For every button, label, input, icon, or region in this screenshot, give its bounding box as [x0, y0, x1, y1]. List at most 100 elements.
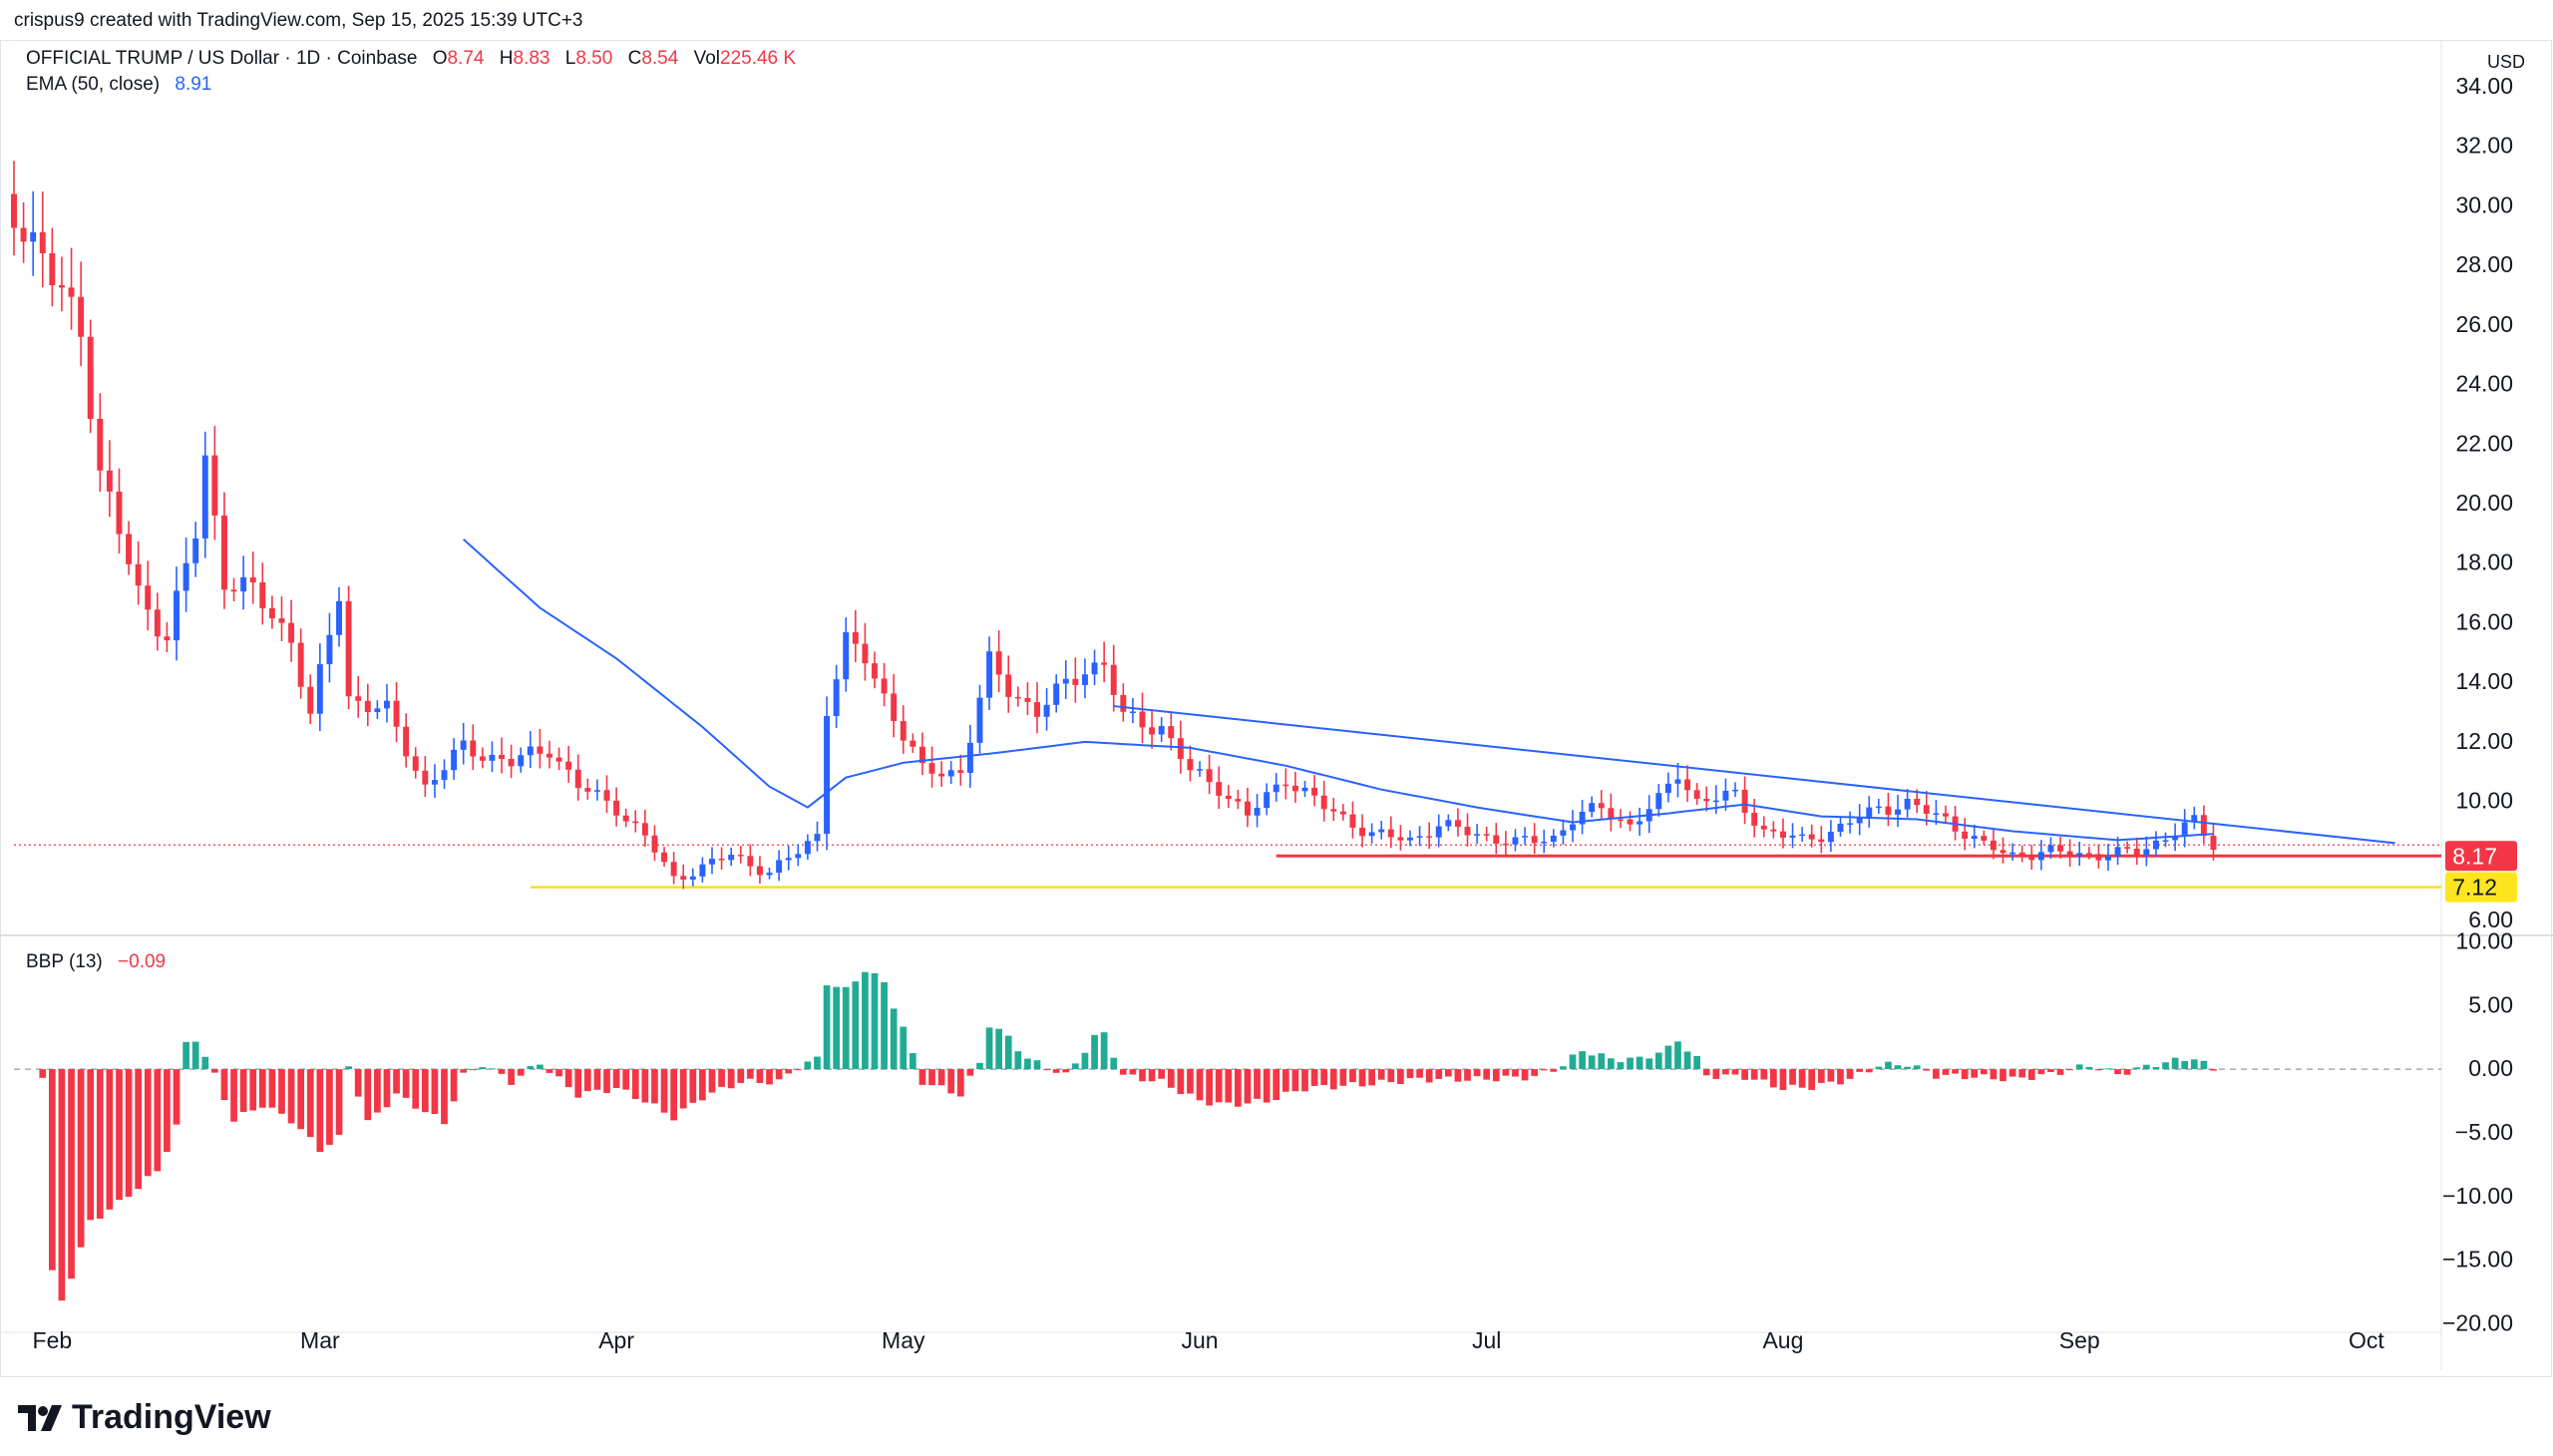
bbp-bar — [326, 1069, 333, 1145]
bbp-bar — [258, 1069, 266, 1108]
bbp-bar — [1521, 1069, 1529, 1081]
bbp-bar — [374, 1069, 381, 1113]
candle-body — [1282, 784, 1289, 787]
candle-body — [1387, 829, 1394, 838]
bbp-bar — [1377, 1069, 1385, 1080]
candle-body — [1235, 799, 1242, 802]
candle-body — [403, 726, 410, 757]
bbp-bar — [1980, 1069, 1988, 1075]
candle-body — [460, 740, 467, 750]
candle-body — [661, 852, 668, 863]
candle-body — [1971, 836, 1978, 840]
bbp-bar — [527, 1066, 535, 1070]
candle-body — [1149, 727, 1156, 735]
bbp-bar — [278, 1069, 285, 1114]
candle-body — [364, 700, 371, 713]
bbp-label[interactable]: BBP (13) — [26, 951, 103, 972]
candle-body — [1531, 836, 1538, 844]
price-badge — [2445, 872, 2517, 903]
candle-body — [891, 693, 898, 721]
price-badge-label: 7.12 — [2452, 875, 2497, 901]
candle-body — [565, 761, 572, 770]
bbp-bar — [48, 1069, 56, 1271]
bbp-bar — [412, 1069, 420, 1109]
brand-name: TradingView — [72, 1398, 271, 1436]
bbp-bar — [469, 1069, 477, 1071]
bbp-bar — [947, 1069, 955, 1094]
candle-body — [641, 823, 648, 836]
bbp-bar — [881, 981, 888, 1070]
bbp-bar — [402, 1069, 410, 1098]
candle-body — [1158, 726, 1165, 735]
bbp-tick-label: 5.00 — [2468, 991, 2513, 1017]
symbol-title[interactable]: OFFICIAL TRUMP / US Dollar · 1D · Coinba… — [26, 48, 418, 69]
candle-body — [489, 754, 496, 761]
currency-label[interactable]: USD — [2486, 52, 2525, 72]
candle-body — [2085, 853, 2092, 855]
main-pane[interactable] — [11, 161, 2441, 890]
bbp-bar — [852, 981, 860, 1070]
bbp-bar — [498, 1069, 506, 1074]
bbp-pane[interactable] — [14, 971, 2441, 1301]
candle-body — [680, 876, 687, 880]
candle-body — [1493, 835, 1500, 844]
bbp-bar — [306, 1069, 314, 1138]
candle-body — [1014, 696, 1021, 699]
candle-body — [613, 800, 620, 816]
volume-value: 225.46 K — [720, 48, 797, 69]
bbp-bar — [489, 1068, 496, 1070]
candle-body — [928, 763, 935, 774]
bbp-bar — [985, 1027, 993, 1070]
candle-body — [1081, 674, 1088, 685]
candle-body — [259, 581, 266, 608]
candle-body — [1168, 726, 1175, 739]
candle-body — [1981, 836, 1988, 841]
bbp-bar — [2047, 1069, 2054, 1072]
candle-body — [555, 757, 562, 762]
candle-body — [2105, 856, 2111, 861]
bbp-tick-label: −5.00 — [2455, 1119, 2513, 1145]
bbp-bar — [1043, 1069, 1050, 1071]
bbp-bar — [96, 1069, 104, 1219]
bbp-bar — [1281, 1069, 1289, 1092]
tradingview-logo[interactable]: TradingView — [16, 1398, 271, 1437]
candle-body — [872, 663, 878, 679]
price-tick-label: 14.00 — [2455, 668, 2513, 694]
candle-body — [1502, 843, 1509, 846]
bbp-bar — [479, 1067, 487, 1070]
bbp-bar — [1856, 1069, 1864, 1072]
bbp-bar — [2000, 1069, 2006, 1082]
bbp-bar — [1072, 1063, 1079, 1070]
candle-body — [986, 651, 993, 698]
candle-body — [910, 740, 916, 747]
candle-body — [1608, 808, 1615, 820]
bbp-bar — [1310, 1069, 1318, 1086]
bbp-bar — [862, 971, 869, 1070]
bbp-bar — [2152, 1067, 2160, 1070]
bbp-bar — [2142, 1064, 2150, 1070]
candle-body — [862, 643, 869, 664]
candle-body — [918, 746, 925, 764]
ema-label[interactable]: EMA (50, close) — [26, 74, 161, 95]
candle-body — [785, 858, 792, 861]
candle-body — [201, 455, 208, 539]
bbp-bar — [1913, 1065, 1921, 1070]
bbp-bar — [1837, 1069, 1844, 1085]
candle-body — [1693, 790, 1700, 799]
bbp-bar — [1760, 1069, 1768, 1080]
month-tick-label: May — [882, 1327, 925, 1353]
candle-body — [87, 336, 94, 419]
candle-body — [1483, 834, 1490, 836]
candle-body — [1244, 801, 1251, 816]
bbp-bar — [68, 1069, 75, 1279]
candle-body — [1072, 678, 1079, 685]
bbp-bar — [641, 1069, 649, 1103]
bbp-bar — [603, 1069, 610, 1093]
candle-body — [268, 607, 275, 619]
bbp-bar — [1990, 1069, 1998, 1080]
candle-body — [1789, 835, 1796, 838]
candle-body — [1254, 808, 1261, 816]
candle-body — [938, 773, 945, 777]
candle-body — [307, 686, 314, 714]
